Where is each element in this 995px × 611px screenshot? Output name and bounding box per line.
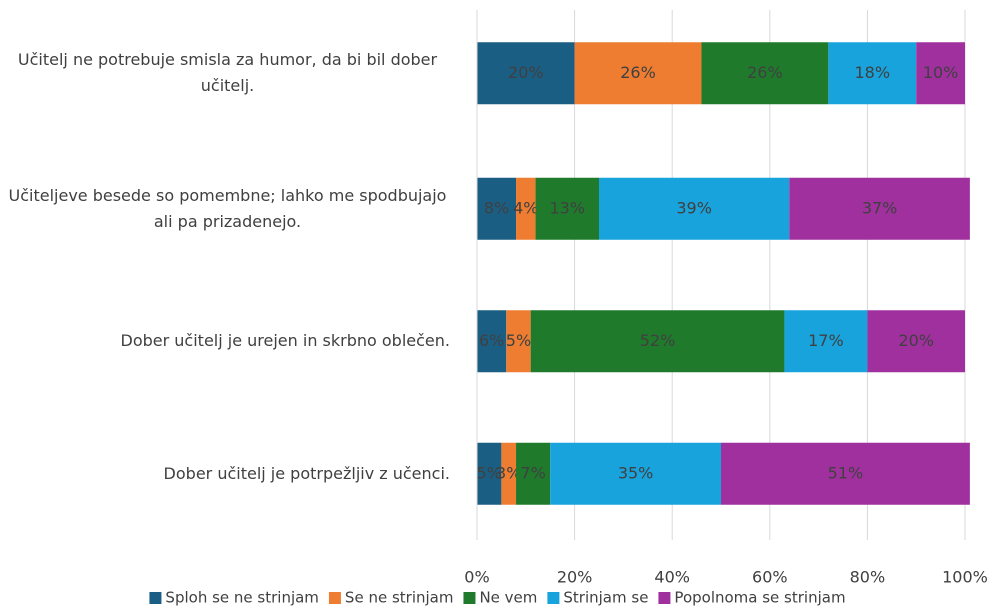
data-label: 10% [923, 63, 959, 82]
bar-segment [916, 42, 965, 105]
data-label: 6% [479, 331, 504, 350]
legend-label: Strinjam se [563, 589, 648, 607]
x-tick-label: 80% [850, 568, 886, 587]
bar-segment [701, 42, 829, 105]
legend-label: Se ne strinjam [345, 589, 454, 607]
data-label: 18% [854, 63, 890, 82]
bar-segment [784, 310, 868, 373]
data-label: 51% [828, 463, 864, 482]
data-label: 5% [506, 331, 531, 350]
bar-segment [867, 310, 965, 373]
bar-segment [477, 310, 507, 373]
legend-swatch [463, 592, 476, 604]
bar-segment [599, 177, 790, 240]
data-label: 4% [513, 198, 538, 217]
data-label: 52% [640, 331, 676, 350]
bar-segment [516, 442, 551, 505]
data-label: 7% [520, 463, 545, 482]
data-label: 20% [898, 331, 934, 350]
data-label: 37% [862, 198, 898, 217]
data-label: 3% [496, 463, 521, 482]
category-label: Dober učitelj je potrpežljiv z učenci. [5, 434, 450, 514]
data-label: 17% [808, 331, 844, 350]
category-label: Učiteljeve besede so pomembne; lahko me … [5, 169, 450, 249]
bar-segment [535, 177, 599, 240]
bar-segment [828, 42, 917, 105]
x-tick-label: 40% [654, 568, 690, 587]
x-tick-label: 100% [942, 568, 988, 587]
legend-swatch [547, 592, 560, 604]
category-text: Učitelj ne potrebuje smisla za humor, da… [17, 50, 438, 96]
x-tick-label: 0% [464, 568, 489, 587]
category-label: Učitelj ne potrebuje smisla za humor, da… [5, 33, 450, 113]
bar-segment [550, 442, 721, 505]
data-label: 26% [747, 63, 783, 82]
data-label: 13% [549, 198, 585, 217]
data-label: 39% [676, 198, 712, 217]
legend-label: Sploh se ne strinjam [165, 589, 319, 607]
legend-label: Ne vem [479, 589, 537, 607]
bar-segment [574, 42, 702, 105]
legend-swatch [658, 592, 671, 604]
bar-segment [477, 177, 517, 240]
legend-swatch [149, 592, 162, 604]
x-tick-label: 20% [557, 568, 593, 587]
bar-segment [516, 177, 536, 240]
data-label: 5% [477, 463, 502, 482]
legend: Sploh se ne strinjam Se ne strinjam Ne vem… [149, 589, 846, 607]
category-text: Dober učitelj je urejen in skrbno obleče… [120, 331, 450, 351]
category-text: Učiteljeve besede so pomembne; lahko me … [8, 185, 447, 231]
bar-segment [721, 442, 970, 505]
data-label: 26% [620, 63, 656, 82]
legend-swatch [328, 592, 341, 604]
legend-label: Popolnoma se strinjam [674, 589, 845, 607]
bar-segment [530, 310, 785, 373]
category-text: Dober učitelj je potrpežljiv z učenci. [163, 463, 450, 483]
bar-segment [477, 442, 502, 505]
bar-segment [789, 177, 970, 240]
data-label: 35% [618, 463, 654, 482]
bar-segment [501, 442, 517, 505]
bar-segment [506, 310, 531, 373]
x-tick-label: 60% [752, 568, 788, 587]
data-label: 8% [484, 198, 509, 217]
category-label: Dober učitelj je urejen in skrbno obleče… [5, 301, 450, 381]
data-label: 20% [508, 63, 544, 82]
bar-segment [477, 42, 575, 105]
